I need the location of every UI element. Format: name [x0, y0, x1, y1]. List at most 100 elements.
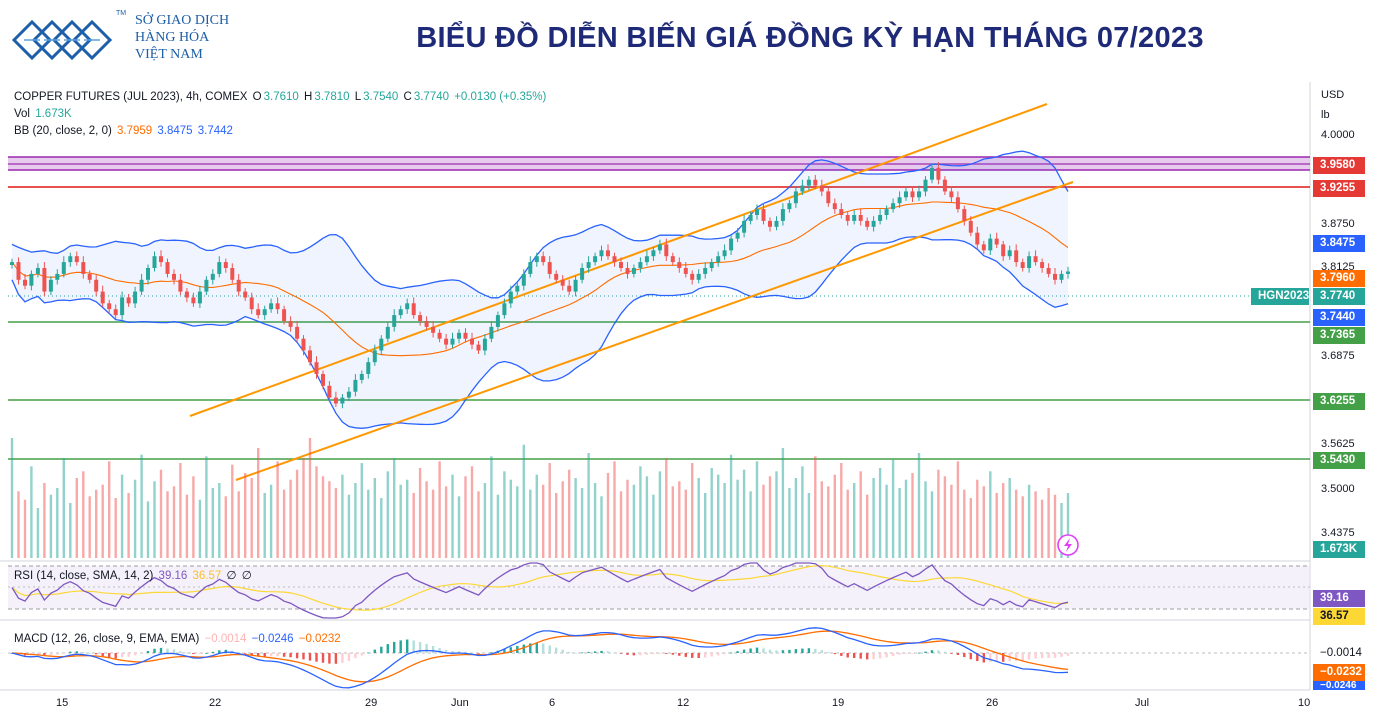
volume-bar — [367, 489, 370, 558]
lightning-icon[interactable] — [1057, 534, 1079, 556]
candle-body — [839, 209, 844, 215]
macd-hist-bar — [989, 653, 992, 662]
volume-bar — [412, 493, 415, 558]
volume-bar — [801, 466, 804, 558]
macd-hist-bar — [257, 653, 260, 657]
volume-bar — [503, 471, 506, 558]
macd-hist-bar — [963, 653, 966, 658]
candle-body — [1053, 273, 1057, 280]
volume-bar — [639, 466, 642, 558]
candle-body — [631, 268, 636, 274]
low-value: 3.7540 — [363, 91, 399, 103]
volume-bar — [490, 456, 493, 558]
rsi-lines — [11, 562, 1069, 619]
volume-bar — [1002, 483, 1005, 558]
candle-body — [930, 167, 934, 180]
macd-hist-bar — [619, 653, 623, 654]
volume-bar — [846, 489, 849, 558]
candle-body — [755, 209, 759, 215]
candle-body — [904, 191, 908, 198]
macd-hist-bar — [140, 653, 143, 654]
candle-body — [243, 291, 248, 298]
time-tick: 10 — [1298, 697, 1311, 709]
volume-bar — [632, 484, 636, 558]
candle-body — [223, 262, 228, 268]
macd-hist-bar — [658, 653, 662, 654]
macd-hist-bar — [36, 653, 40, 655]
candle-body — [16, 262, 21, 280]
candle-body — [333, 397, 338, 404]
volume-bar — [652, 494, 655, 558]
open-label: O — [252, 91, 262, 103]
volume-bar — [904, 479, 908, 558]
candle-body — [444, 338, 449, 345]
volume-bar — [1047, 488, 1050, 558]
candle-body — [690, 273, 695, 280]
macd-hist-bar — [101, 653, 104, 657]
tag-bb-upper: 3.8475 — [1313, 235, 1365, 252]
volume-bar — [807, 493, 811, 558]
volume-bar — [483, 483, 487, 558]
candle-body — [217, 262, 222, 274]
candle-body — [813, 179, 818, 186]
candle-body — [748, 215, 753, 221]
macd-hist-bar — [490, 652, 493, 654]
candle-body — [249, 297, 254, 310]
volume-bar — [917, 453, 921, 558]
volume-bar — [425, 481, 428, 558]
macd-hist-bar — [568, 652, 571, 653]
volume-bar — [179, 463, 182, 558]
volume-bar — [976, 479, 979, 558]
volume-bar — [36, 508, 40, 558]
volume-bar — [470, 466, 474, 558]
high-value: 3.7810 — [314, 91, 350, 103]
volume-bar — [328, 481, 331, 558]
volume-bar — [723, 483, 726, 558]
candle-body — [742, 220, 747, 233]
candle-body — [787, 203, 792, 210]
candle-body — [1001, 244, 1006, 257]
volume-bar — [866, 494, 869, 558]
price-tick: 4.0000 — [1321, 129, 1355, 141]
volume-bar — [269, 484, 273, 558]
macd-hist-bar — [872, 653, 875, 660]
candle-body — [256, 309, 261, 316]
candle-body — [1027, 256, 1032, 268]
macd-hist-bar — [1034, 653, 1037, 659]
macd-hist-bar — [444, 650, 448, 653]
candle-body — [521, 273, 526, 286]
candle-body — [638, 262, 643, 268]
macd-hist-bar — [1002, 653, 1005, 662]
volume-bar — [982, 486, 985, 558]
candle-body — [560, 279, 565, 286]
time-tick: 19 — [832, 697, 845, 709]
candle-body — [696, 273, 701, 280]
candle-body — [709, 262, 714, 268]
macd-hist-bar — [399, 640, 402, 653]
macd-hist-bar — [114, 653, 117, 659]
candle-body — [470, 338, 474, 345]
macd-hist-bar — [509, 647, 512, 653]
volume-bar — [814, 456, 817, 558]
macd-hist-bar — [483, 653, 487, 654]
volume-bar — [1027, 484, 1031, 558]
volume-bar — [17, 491, 20, 558]
macd-hist-bar — [775, 650, 778, 653]
macd-hist-bar — [529, 643, 532, 653]
volume-bar — [684, 489, 687, 558]
macd-hist-bar — [373, 649, 376, 653]
candle-body — [962, 209, 967, 221]
volume-bar — [872, 478, 875, 558]
volume-bar — [192, 476, 195, 558]
macd-hist-bar — [244, 653, 247, 654]
candle-body — [346, 391, 351, 398]
axis-unit: lb — [1321, 109, 1330, 121]
candle-body — [262, 309, 267, 316]
macd-hist-bar — [956, 653, 960, 655]
volume-bar — [1066, 493, 1070, 558]
volume-bar — [166, 491, 169, 558]
candle-body — [606, 250, 610, 257]
macd-hist-bar — [593, 651, 597, 653]
macd-hist-bar — [295, 653, 299, 659]
